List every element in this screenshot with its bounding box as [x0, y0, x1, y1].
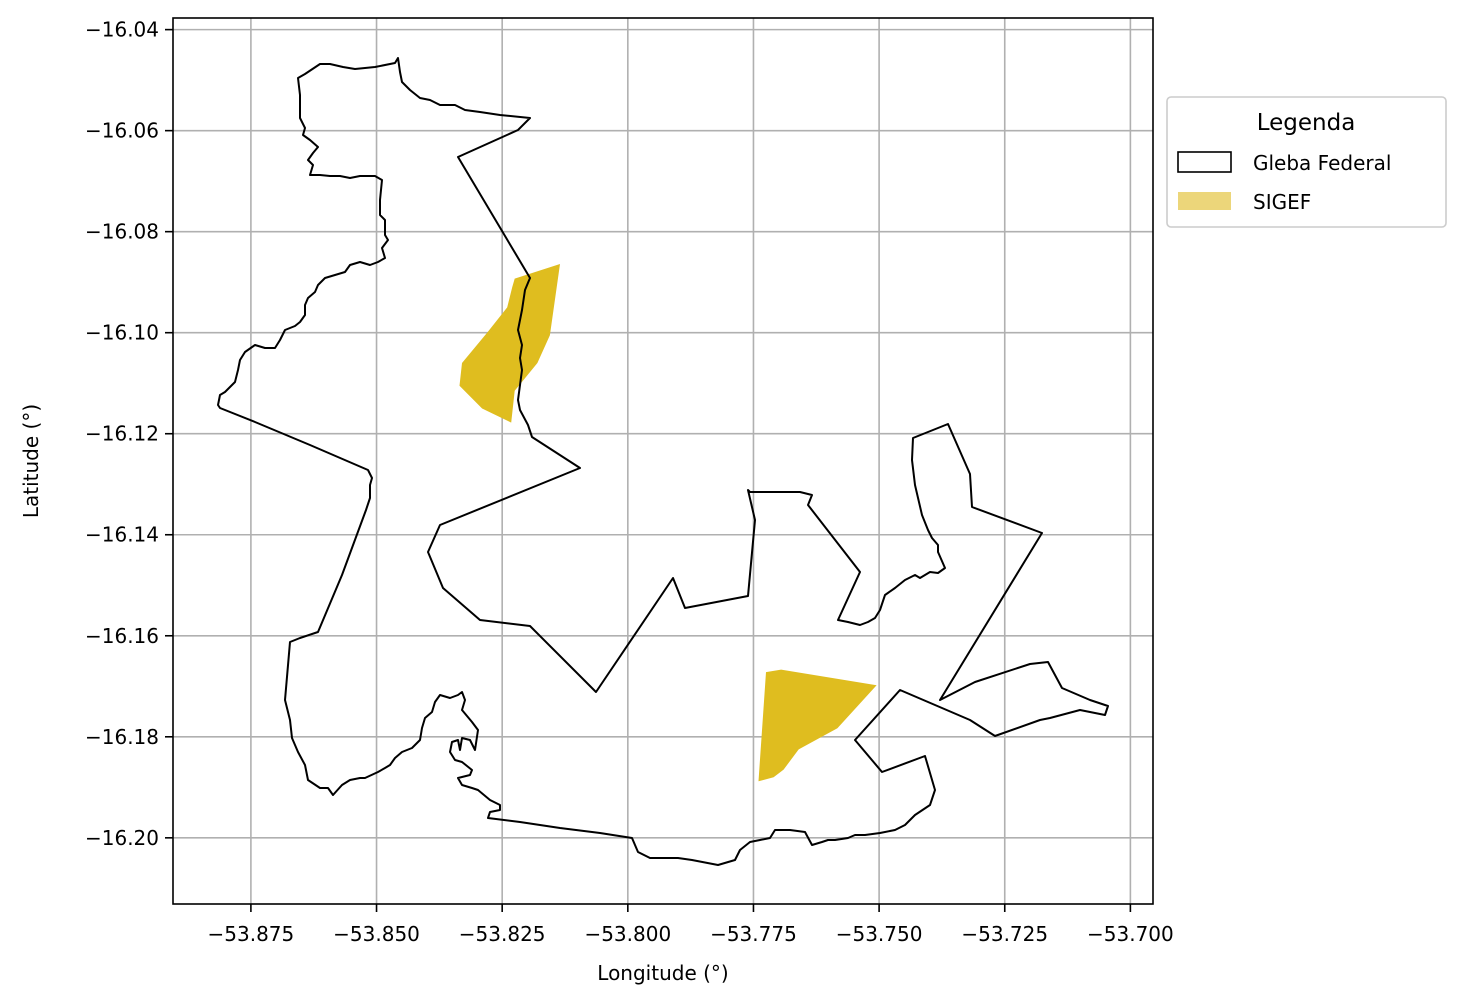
- sigef-parcel: [459, 264, 560, 423]
- x-tick-label: −53.825: [459, 922, 546, 946]
- x-tick-label: −53.800: [584, 922, 671, 946]
- y-tick-label: −16.18: [85, 725, 159, 749]
- x-axis-ticks: −53.875 −53.850 −53.825 −53.800 −53.775 −53.7…: [208, 904, 1174, 946]
- x-tick-label: −53.725: [961, 922, 1048, 946]
- x-tick-label: −53.700: [1087, 922, 1174, 946]
- legend-box: [1166, 96, 1447, 228]
- x-tick-label: −53.850: [333, 922, 420, 946]
- sigef-parcel: [758, 669, 877, 782]
- y-tick-label: −16.06: [85, 119, 159, 143]
- map-layers: [217, 57, 1109, 866]
- legend-swatch-sigef: [1178, 192, 1231, 210]
- legend-title: Legenda: [1257, 110, 1356, 136]
- sigef-layer: [459, 264, 877, 782]
- x-tick-label: −53.875: [208, 922, 295, 946]
- legend-swatch-gleba-federal: [1177, 151, 1232, 173]
- y-tick-label: −16.14: [85, 523, 159, 547]
- x-tick-label: −53.750: [836, 922, 923, 946]
- x-axis-title: Longitude (°): [597, 961, 728, 985]
- legend-label-gleba-federal: Gleba Federal: [1253, 151, 1391, 175]
- gleba-federal-polygon: [217, 57, 1109, 866]
- y-tick-label: −16.08: [85, 220, 159, 244]
- legend-label-sigef: SIGEF: [1253, 190, 1311, 214]
- legend: Legenda Gleba Federal SIGEF: [1166, 96, 1447, 228]
- y-tick-label: −16.16: [85, 624, 159, 648]
- grid-lines: [173, 18, 1153, 904]
- y-axis-title: Latitude (°): [19, 404, 43, 518]
- y-axis-ticks: −16.04 −16.06 −16.08 −16.10 −16.12 −16.14 −16.…: [85, 18, 173, 850]
- plot-frame: [172, 17, 1154, 905]
- gleba-federal-layer: [217, 57, 1109, 866]
- y-tick-label: −16.04: [85, 18, 159, 42]
- y-tick-label: −16.20: [85, 826, 159, 850]
- y-tick-label: −16.12: [85, 422, 159, 446]
- y-tick-label: −16.10: [85, 321, 159, 345]
- x-tick-label: −53.775: [710, 922, 797, 946]
